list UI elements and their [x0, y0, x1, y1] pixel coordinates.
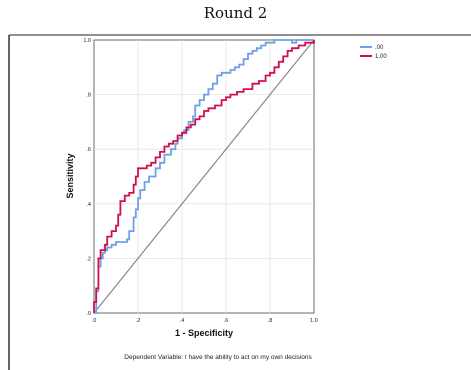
x-tick-label: .0 — [92, 318, 97, 324]
x-tick-label: .6 — [224, 318, 229, 324]
x-tick-label: .2 — [136, 318, 141, 324]
page-title: Round 2 — [203, 4, 268, 22]
y-tick-label: .4 — [86, 202, 91, 208]
series-layer — [93, 39, 315, 314]
plot-area — [93, 39, 315, 314]
x-axis-ticks: .0 .2 .4 .6 .8 1.0 — [92, 318, 318, 324]
chart-caption: Dependent Variable: I have the ability t… — [124, 354, 312, 361]
y-tick-label: .8 — [86, 93, 91, 99]
legend: .00 1.00 — [360, 45, 387, 60]
y-tick-label: .2 — [86, 256, 91, 262]
y-axis-ticks: .0 .2 .4 .6 .8 1.0 — [83, 38, 91, 317]
x-axis-title: 1 - Specificity — [175, 328, 233, 338]
y-tick-label: .6 — [86, 147, 91, 153]
legend-label: .00 — [375, 45, 384, 51]
y-axis-title: Sensitivity — [65, 153, 75, 198]
reference-diagonal-line — [93, 39, 315, 314]
y-tick-label: .0 — [86, 311, 91, 317]
x-tick-label: .8 — [268, 318, 273, 324]
x-tick-label: .4 — [180, 318, 185, 324]
y-tick-label: 1.0 — [83, 38, 91, 44]
x-tick-label: 1.0 — [310, 318, 318, 324]
series-line-one — [93, 40, 315, 313]
legend-label: 1.00 — [375, 54, 387, 60]
